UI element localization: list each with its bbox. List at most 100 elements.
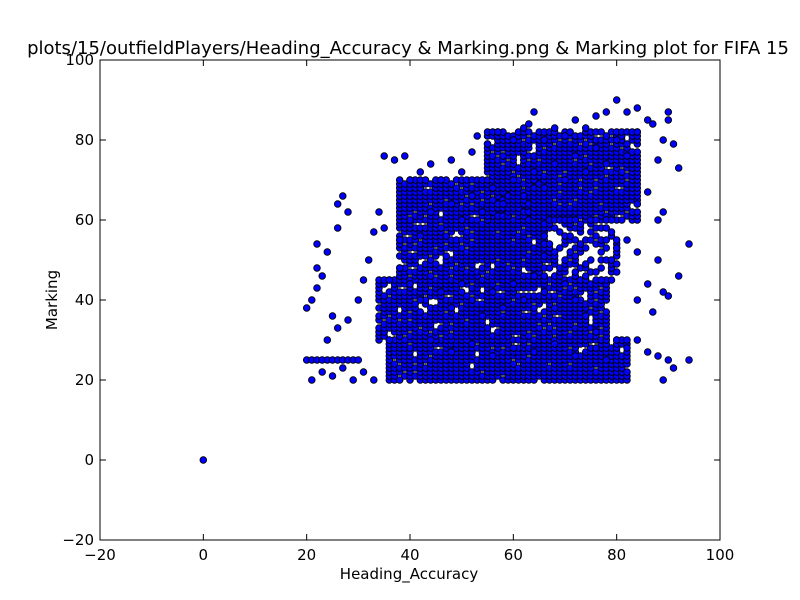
data-point xyxy=(654,352,662,360)
data-point xyxy=(550,292,559,300)
data-point xyxy=(561,256,569,264)
data-point xyxy=(375,208,383,216)
data-point xyxy=(581,168,590,176)
data-point xyxy=(416,308,425,316)
data-point xyxy=(592,328,600,336)
data-point xyxy=(525,236,533,244)
data-point xyxy=(664,292,673,300)
x-tick-label: 20 xyxy=(297,546,316,564)
data-point xyxy=(623,140,631,148)
data-point xyxy=(426,208,435,216)
data-point xyxy=(354,296,363,304)
data-point xyxy=(323,336,332,344)
data-point xyxy=(344,208,352,216)
data-point xyxy=(587,256,595,264)
data-point xyxy=(313,240,321,248)
data-point xyxy=(581,244,590,252)
data-point xyxy=(612,268,621,276)
x-tick-label: 60 xyxy=(504,546,523,564)
data-point xyxy=(468,296,476,304)
data-point xyxy=(550,124,559,132)
data-point xyxy=(654,256,662,264)
data-point xyxy=(473,132,481,140)
data-point xyxy=(488,152,497,160)
data-point xyxy=(509,280,518,288)
data-point xyxy=(473,216,481,224)
data-point xyxy=(447,348,456,356)
data-point xyxy=(685,240,693,248)
data-point xyxy=(550,160,559,168)
data-point xyxy=(581,140,590,148)
data-point xyxy=(643,188,652,196)
data-point xyxy=(669,364,678,372)
data-point xyxy=(540,272,549,280)
data-point xyxy=(463,292,471,300)
data-point xyxy=(633,200,642,208)
data-point xyxy=(395,376,404,384)
data-point xyxy=(339,192,347,200)
data-point xyxy=(395,264,404,272)
data-point xyxy=(607,256,616,264)
data-point xyxy=(442,232,450,240)
data-point xyxy=(540,184,549,192)
data-point xyxy=(370,376,378,384)
data-point xyxy=(308,376,316,384)
data-point xyxy=(390,360,399,368)
y-tick-label: 100 xyxy=(65,51,94,69)
data-point xyxy=(602,224,611,232)
ticks-layer: −20−20 0 0 20 20 40 40 60 60 80 80 100 100 xyxy=(62,51,734,564)
data-point xyxy=(509,360,518,368)
data-point xyxy=(457,288,466,296)
data-point xyxy=(571,352,580,360)
data-point xyxy=(540,288,549,296)
y-tick-label: 0 xyxy=(84,451,94,469)
data-point xyxy=(416,168,425,176)
x-tick-label: 80 xyxy=(607,546,626,564)
data-point xyxy=(426,272,435,280)
data-point xyxy=(581,124,590,132)
data-point xyxy=(623,344,631,352)
data-point xyxy=(468,148,476,156)
data-point xyxy=(437,288,445,296)
data-point xyxy=(535,312,543,320)
data-point xyxy=(545,324,554,332)
data-point xyxy=(633,296,642,304)
data-point xyxy=(442,252,450,260)
data-point xyxy=(597,264,605,272)
data-point xyxy=(416,296,425,304)
data-point xyxy=(380,152,388,160)
data-point xyxy=(607,276,616,284)
x-tick-label: 0 xyxy=(199,546,209,564)
data-point xyxy=(530,168,538,176)
data-point xyxy=(494,128,502,136)
data-point xyxy=(390,156,399,164)
data-point xyxy=(323,248,332,256)
data-point xyxy=(550,340,559,348)
y-tick-label: 80 xyxy=(75,131,94,149)
data-point xyxy=(380,224,388,232)
data-point xyxy=(437,224,445,232)
data-point xyxy=(592,216,600,224)
data-point xyxy=(333,200,342,208)
data-point xyxy=(525,120,533,128)
data-point xyxy=(437,176,445,184)
data-point xyxy=(406,344,414,352)
data-point xyxy=(633,248,642,256)
data-point xyxy=(519,296,528,304)
data-point xyxy=(406,280,414,288)
data-point xyxy=(659,288,667,296)
data-point xyxy=(566,232,574,240)
data-point xyxy=(406,176,414,184)
data-point xyxy=(395,176,404,184)
data-point xyxy=(649,120,657,128)
data-point xyxy=(571,296,580,304)
data-point xyxy=(333,224,342,232)
data-point xyxy=(339,364,347,372)
data-point xyxy=(664,356,673,364)
data-point xyxy=(659,136,667,144)
data-point xyxy=(509,176,518,184)
data-point xyxy=(571,268,580,276)
data-point xyxy=(385,336,394,344)
data-point xyxy=(318,272,326,280)
data-point xyxy=(607,216,616,224)
